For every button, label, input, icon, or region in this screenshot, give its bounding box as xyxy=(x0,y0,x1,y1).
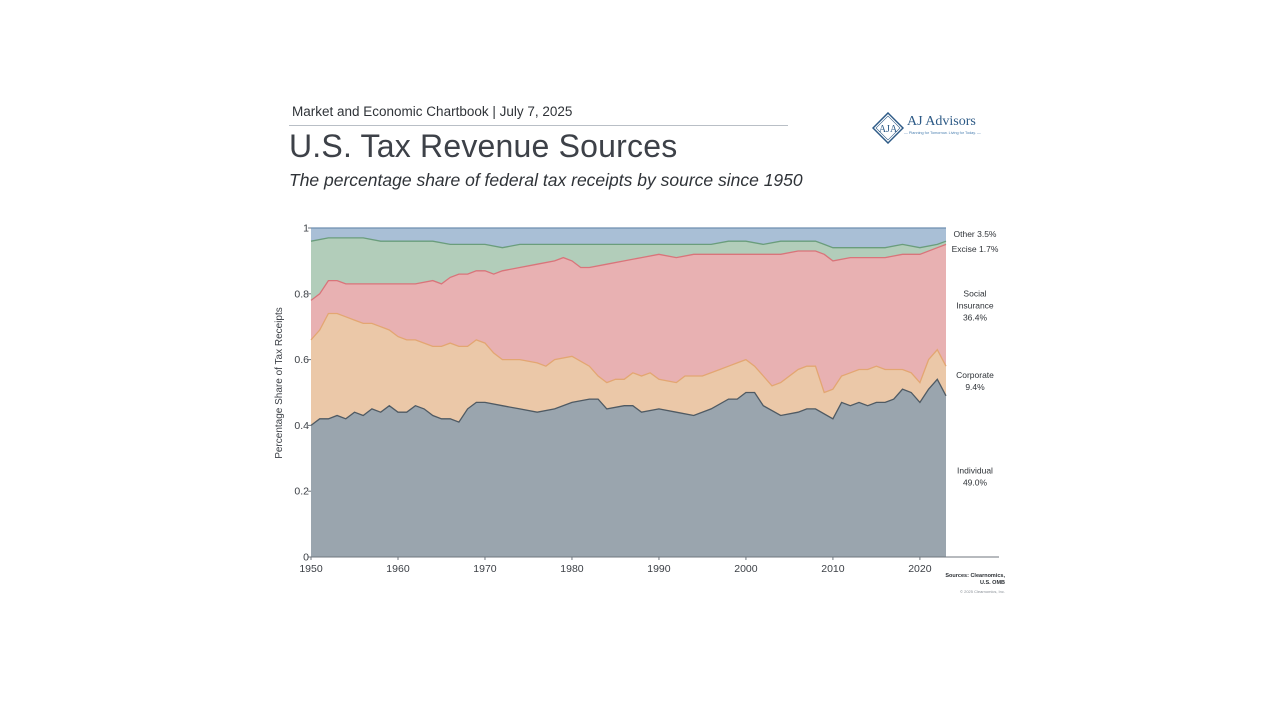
end-label-corporate: Corporate 9.4% xyxy=(956,370,994,392)
x-tick-label-1970: 1970 xyxy=(473,563,497,575)
svg-text:AJA: AJA xyxy=(879,124,898,135)
chart-subtitle: The percentage share of federal tax rece… xyxy=(289,170,803,190)
y-tick-label-0: 0 xyxy=(303,552,309,564)
copyright-note: © 2025 Clearnomics, Inc. xyxy=(960,589,1005,594)
end-label-corporate-line-0: Corporate xyxy=(956,370,994,380)
end-label-corporate-line-1: 9.4% xyxy=(965,382,985,392)
end-label-social-insurance-line-2: 36.4% xyxy=(963,312,988,322)
end-label-individual: Individual 49.0% xyxy=(957,465,993,487)
y-tick-label-3: 0.6 xyxy=(294,354,309,366)
end-label-social-insurance-line-0: Social xyxy=(963,288,986,298)
end-label-excise: Excise 1.7% xyxy=(952,244,999,254)
x-tick-label-2020: 2020 xyxy=(908,563,932,575)
header-rule xyxy=(289,125,788,126)
end-label-individual-line-1: 49.0% xyxy=(963,477,988,487)
line-individual xyxy=(310,378,947,426)
logo-tagline: — Planning for Tomorrow. Living for Toda… xyxy=(904,131,981,135)
aj-diamond-monogram-icon: AJA xyxy=(872,112,904,144)
area-individual xyxy=(311,379,946,557)
aj-advisors-logo: AJA AJ Advisors — Planning for Tomorrow.… xyxy=(872,110,990,146)
end-label-other: Other 3.5% xyxy=(954,229,997,239)
end-label-individual-line-0: Individual xyxy=(957,465,993,475)
x-tick-label-1950: 1950 xyxy=(299,563,323,575)
chartbook-kicker: Market and Economic Chartbook | July 7, … xyxy=(292,104,573,119)
line-excise xyxy=(310,237,947,249)
axes: 1950 1960 1970 1980 1990 2000 2010 2020 0 0.2 0.4 0… xyxy=(294,223,999,575)
y-tick-label-1: 0.2 xyxy=(294,486,309,498)
sources-line-2: U.S. OMB xyxy=(979,580,1005,586)
y-tick-label-2: 0.4 xyxy=(294,420,309,432)
x-tick-label-1990: 1990 xyxy=(647,563,671,575)
x-tick-label-2000: 2000 xyxy=(734,563,758,575)
x-tick-label-1960: 1960 xyxy=(386,563,410,575)
y-tick-label-5: 1 xyxy=(303,223,309,235)
sources-line-1: Sources: Clearnomics, xyxy=(945,573,1005,579)
end-label-social-insurance: Social Insurance 36.4% xyxy=(956,288,994,322)
sources-note: Sources: Clearnomics, U.S. OMB xyxy=(945,573,1005,587)
line-corporate xyxy=(310,312,947,394)
end-label-other-line-0: Other 3.5% xyxy=(954,229,997,239)
y-tick-label-4: 0.8 xyxy=(294,288,309,300)
area-layers xyxy=(310,227,947,557)
x-tick-label-2010: 2010 xyxy=(821,563,845,575)
end-label-social-insurance-line-1: Insurance xyxy=(956,300,994,310)
end-label-excise-line-0: Excise 1.7% xyxy=(952,244,999,254)
series-end-labels: Individual 49.0% Corporate 9.4% Social Insura… xyxy=(952,229,999,487)
y-axis-label: Percentage Share of Tax Receipts xyxy=(274,307,285,459)
chart-title: U.S. Tax Revenue Sources xyxy=(289,128,678,164)
x-tick-label-1980: 1980 xyxy=(560,563,584,575)
logo-name: AJ Advisors xyxy=(907,114,976,129)
line-social-insurance xyxy=(310,243,947,301)
